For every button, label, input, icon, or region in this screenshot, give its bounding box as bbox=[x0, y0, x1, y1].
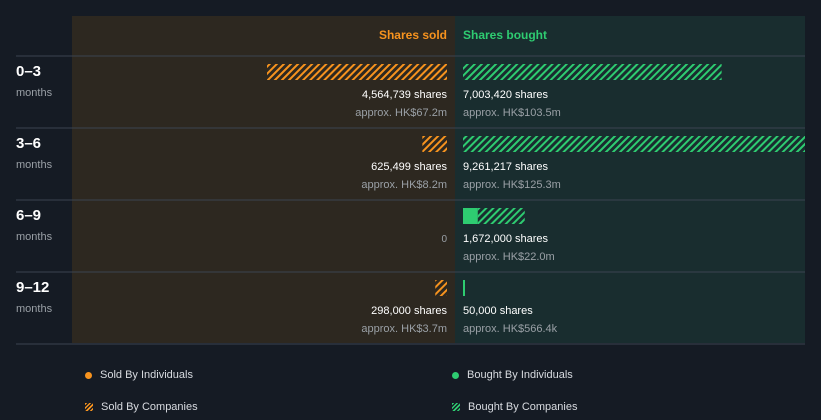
sold-shares-label: 4,564,739 shares bbox=[362, 89, 448, 101]
chart-svg: Shares sold Shares bought 0–3 months 4,564,7… bbox=[16, 16, 805, 345]
legend-label: Sold By Companies bbox=[101, 401, 198, 413]
legend-label: Sold By Individuals bbox=[100, 369, 193, 381]
period-label: 0–3 bbox=[16, 63, 41, 80]
sold-shares-label: 298,000 shares bbox=[371, 305, 447, 317]
legend-label: Bought By Individuals bbox=[467, 369, 573, 381]
sold-individuals-dot-icon bbox=[85, 371, 92, 379]
bought-value-label: approx. HK$103.5m bbox=[463, 107, 561, 119]
bought-header: Shares bought bbox=[463, 28, 547, 42]
sold-companies-bar bbox=[422, 136, 447, 152]
legend-sold-individuals: Sold By Individuals bbox=[85, 369, 193, 381]
bought-companies-bar bbox=[477, 208, 525, 224]
period-sub-label: months bbox=[16, 159, 53, 171]
bought-companies-hatch-icon bbox=[452, 403, 460, 411]
bought-value-label: approx. HK$125.3m bbox=[463, 179, 561, 191]
bought-individuals-bar bbox=[463, 280, 465, 296]
bought-individuals-bar bbox=[463, 208, 478, 224]
legend-label: Bought By Companies bbox=[468, 401, 578, 413]
bought-value-label: approx. HK$566.4k bbox=[463, 323, 558, 335]
period-sub-label: months bbox=[16, 303, 53, 315]
sold-shares-label: 625,499 shares bbox=[371, 161, 447, 173]
sold-companies-hatch-icon bbox=[85, 403, 93, 411]
sold-companies-bar bbox=[267, 64, 447, 80]
period-sub-label: months bbox=[16, 87, 53, 99]
legend-bought-companies: Bought By Companies bbox=[452, 401, 577, 413]
bought-individuals-dot-icon bbox=[452, 371, 459, 379]
sold-zero-label: 0 bbox=[441, 234, 447, 245]
bought-companies-bar bbox=[463, 136, 805, 152]
bought-companies-bar bbox=[463, 64, 722, 80]
bought-value-label: approx. HK$22.0m bbox=[463, 251, 555, 263]
sold-header: Shares sold bbox=[379, 28, 447, 42]
insider-trading-chart: Shares sold Shares bought 0–3 months 4,564,7… bbox=[16, 16, 805, 345]
period-sub-label: months bbox=[16, 231, 53, 243]
sold-companies-bar bbox=[435, 280, 447, 296]
bought-shares-label: 50,000 shares bbox=[463, 305, 533, 317]
bought-shares-label: 1,672,000 shares bbox=[463, 233, 549, 245]
legend-bought-individuals: Bought By Individuals bbox=[452, 369, 573, 381]
period-label: 3–6 bbox=[16, 135, 41, 152]
legend-sold-companies: Sold By Companies bbox=[85, 401, 198, 413]
sold-value-label: approx. HK$3.7m bbox=[361, 323, 447, 335]
bought-shares-label: 9,261,217 shares bbox=[463, 161, 549, 173]
sold-value-label: approx. HK$8.2m bbox=[361, 179, 447, 191]
bought-shares-label: 7,003,420 shares bbox=[463, 89, 549, 101]
sold-value-label: approx. HK$67.2m bbox=[355, 107, 447, 119]
period-label: 6–9 bbox=[16, 207, 41, 224]
period-label: 9–12 bbox=[16, 279, 49, 296]
